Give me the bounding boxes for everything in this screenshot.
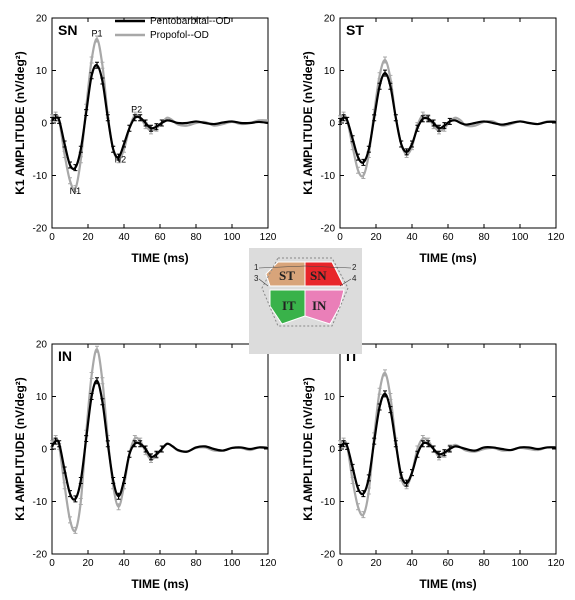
- peak-label-p2: P2: [131, 105, 142, 115]
- panel-st: 0 20 40 60 80 100 120 -20 -10 0 10 20 TIME (ms) K1 AM…: [301, 14, 565, 266]
- y-tick-label: -20: [321, 224, 336, 235]
- x-tick-label: 80: [190, 558, 202, 569]
- y-tick-label: 0: [41, 445, 47, 456]
- y-tick-label: 0: [329, 445, 335, 456]
- y-tick-label: 10: [324, 392, 336, 403]
- inset-number-1: 1: [254, 263, 259, 272]
- series-line-propofol: [51, 348, 269, 533]
- panel-title: SN: [58, 22, 77, 38]
- y-tick-label: -10: [321, 171, 336, 182]
- x-tick-label: 20: [370, 558, 382, 569]
- y-tick-label: -20: [33, 224, 48, 235]
- x-tick-label: 100: [224, 558, 241, 569]
- inset-label-sn: SN: [310, 268, 327, 283]
- y-tick-label: 10: [36, 66, 48, 77]
- inset-label-in: IN: [312, 298, 327, 313]
- panel-sn: 0 20 40 60 80 100 120 -20 -10 0 10 20 TIME (ms) K1 AM…: [13, 14, 277, 266]
- x-tick-label: 100: [224, 232, 241, 243]
- x-tick-label: 60: [442, 232, 454, 243]
- inset-pointer-4: [339, 278, 352, 287]
- x-axis-label: TIME (ms): [131, 577, 188, 591]
- y-axis-label: K1 AMPLITUDE (nV/deg²): [13, 377, 27, 521]
- inset-label-it: IT: [282, 298, 296, 313]
- peak-label-n1: N1: [70, 186, 82, 196]
- x-tick-label: 100: [512, 558, 529, 569]
- y-tick-label: -20: [321, 550, 336, 561]
- inset-pointer-1: [258, 265, 306, 269]
- x-tick-label: 40: [118, 232, 130, 243]
- x-tick-label: 20: [82, 232, 94, 243]
- y-tick-label: 10: [324, 66, 336, 77]
- x-axis-label: TIME (ms): [419, 251, 476, 265]
- x-tick-label: 80: [478, 232, 490, 243]
- x-tick-label: 120: [260, 558, 277, 569]
- panel-title: ST: [346, 22, 364, 38]
- x-tick-label: 80: [478, 558, 490, 569]
- y-tick-label: 20: [36, 340, 48, 351]
- y-axis-label: K1 AMPLITUDE (nV/deg²): [13, 51, 27, 195]
- x-tick-label: 60: [154, 558, 166, 569]
- legend-label-pentobarbital: Pentobarbital--OD: [150, 16, 231, 27]
- series-line-propofol: [51, 37, 269, 191]
- peak-label-n2: N2: [115, 154, 127, 164]
- y-axis-label: K1 AMPLITUDE (nV/deg²): [301, 377, 315, 521]
- inset-pointer-2: [304, 265, 352, 269]
- x-tick-label: 60: [442, 558, 454, 569]
- y-tick-label: -10: [33, 171, 48, 182]
- inset-number-2: 2: [352, 263, 357, 272]
- legend: Pentobarbital--OD Propofol--OD: [115, 16, 231, 41]
- panel-in: 0 20 40 60 80 100 120 -20 -10 0 10 20 TIME (ms) K1 AM…: [13, 340, 277, 592]
- y-tick-label: 0: [41, 119, 47, 130]
- panel-title: IN: [58, 348, 72, 364]
- legend-label-propofol: Propofol--OD: [150, 30, 209, 41]
- series-line-pentobarbital: [51, 379, 269, 501]
- y-tick-label: 20: [324, 14, 336, 25]
- x-tick-label: 40: [406, 232, 418, 243]
- peak-label-p1: P1: [91, 28, 102, 38]
- x-axis-label: TIME (ms): [131, 251, 188, 265]
- x-tick-label: 40: [118, 558, 130, 569]
- x-tick-label: 100: [512, 232, 529, 243]
- inset-pointer-3: [258, 278, 269, 287]
- y-tick-label: -20: [33, 550, 48, 561]
- x-tick-label: 120: [548, 558, 565, 569]
- y-tick-label: -10: [321, 497, 336, 508]
- x-tick-label: 80: [190, 232, 202, 243]
- x-axis-label: TIME (ms): [419, 577, 476, 591]
- inset-region-it: [269, 289, 306, 325]
- inset-number-4: 4: [352, 274, 357, 283]
- x-tick-label: 0: [49, 232, 55, 243]
- inset-outline: [261, 257, 349, 327]
- y-tick-label: 20: [36, 14, 48, 25]
- inset-region-st: [265, 261, 306, 287]
- x-tick-label: 0: [337, 232, 343, 243]
- x-tick-label: 0: [337, 558, 343, 569]
- inset-number-3: 3: [254, 274, 259, 283]
- x-tick-label: 20: [82, 558, 94, 569]
- inset-region-sn: [304, 261, 345, 287]
- stimulus-inset: ST SN IT IN 1 3 2 4: [249, 248, 362, 354]
- x-tick-label: 60: [154, 232, 166, 243]
- x-tick-label: 120: [548, 232, 565, 243]
- y-tick-label: 0: [329, 119, 335, 130]
- inset-label-st: ST: [279, 268, 295, 283]
- y-axis-label: K1 AMPLITUDE (nV/deg²): [301, 51, 315, 195]
- x-tick-label: 20: [370, 232, 382, 243]
- x-tick-label: 0: [49, 558, 55, 569]
- x-tick-label: 120: [260, 232, 277, 243]
- x-tick-label: 40: [406, 558, 418, 569]
- y-tick-label: 10: [36, 392, 48, 403]
- y-tick-label: -10: [33, 497, 48, 508]
- inset-region-in: [304, 289, 345, 325]
